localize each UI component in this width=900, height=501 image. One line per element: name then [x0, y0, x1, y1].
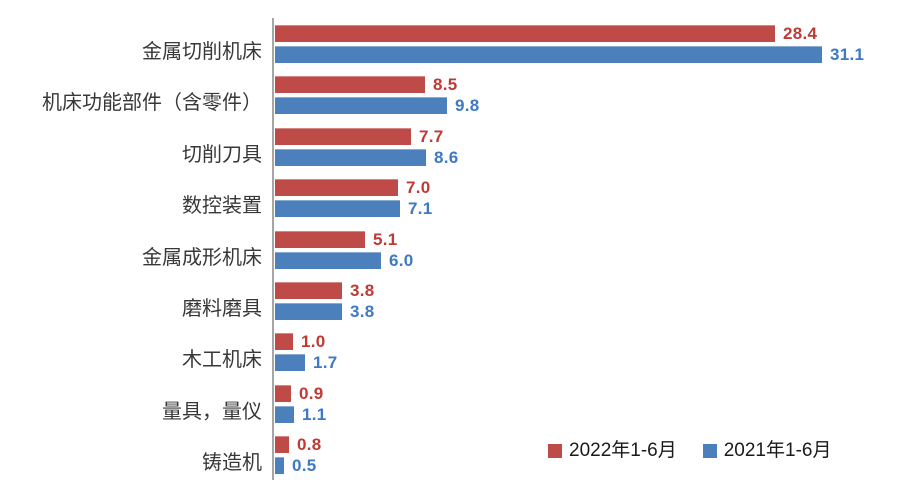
category-label-8: 铸造机 [202, 452, 262, 474]
bar-series-0-cat-5 [275, 282, 342, 299]
category-label-0: 金属切削机床 [142, 41, 262, 63]
value-label-series-0-cat-1: 8.5 [433, 75, 458, 94]
bar-series-0-cat-7 [275, 385, 291, 402]
legend-label-2022: 2022年1-6月 [569, 440, 677, 461]
value-label-series-0-cat-5: 3.8 [350, 281, 375, 300]
legend-swatch-2022-icon [548, 444, 562, 458]
value-label-series-0-cat-7: 0.9 [299, 384, 324, 403]
value-label-series-1-cat-8: 0.5 [292, 456, 317, 475]
bar-series-1-cat-8 [275, 457, 284, 474]
category-label-7: 量具，量仪 [162, 401, 262, 423]
value-label-series-1-cat-6: 1.7 [313, 353, 338, 372]
bar-series-0-cat-3 [275, 179, 398, 196]
legend-label-2021: 2021年1-6月 [723, 440, 832, 461]
value-label-series-0-cat-6: 1.0 [301, 332, 326, 351]
value-label-series-1-cat-1: 9.8 [455, 96, 480, 115]
category-label-6: 木工机床 [182, 349, 262, 371]
value-label-series-0-cat-8: 0.8 [297, 435, 322, 454]
category-label-1: 机床功能部件（含零件） [42, 92, 262, 114]
bar-series-0-cat-2 [275, 128, 411, 145]
value-label-series-0-cat-2: 7.7 [419, 127, 444, 146]
value-label-series-1-cat-3: 7.1 [408, 199, 433, 218]
category-label-5: 磨料磨具 [182, 298, 262, 320]
bar-series-1-cat-2 [275, 149, 426, 166]
bar-series-1-cat-1 [275, 97, 447, 114]
value-label-series-1-cat-7: 1.1 [302, 405, 327, 424]
bar-series-0-cat-6 [275, 333, 293, 350]
value-label-series-0-cat-3: 7.0 [406, 178, 431, 197]
category-label-4: 金属成形机床 [142, 247, 262, 269]
bar-series-0-cat-0 [275, 25, 775, 42]
category-label-3: 数控装置 [182, 195, 262, 217]
bar-series-1-cat-5 [275, 303, 342, 320]
legend-swatch-2021-icon [702, 444, 717, 458]
bar-series-1-cat-3 [275, 200, 400, 217]
bar-series-1-cat-4 [275, 252, 381, 269]
legend: 2022年1-6月 2021年1-6月 [548, 438, 831, 464]
bar-series-0-cat-1 [275, 76, 425, 93]
legend-item-2021: 2021年1-6月 [702, 439, 832, 463]
value-label-series-1-cat-4: 6.0 [389, 251, 414, 270]
bar-series-0-cat-4 [275, 231, 365, 248]
value-label-series-1-cat-5: 3.8 [350, 302, 375, 321]
bar-series-1-cat-0 [275, 46, 822, 63]
value-label-series-0-cat-4: 5.1 [373, 230, 398, 249]
legend-item-2022: 2022年1-6月 [548, 439, 677, 463]
category-label-2: 切削刀具 [182, 144, 262, 166]
bar-series-0-cat-8 [275, 436, 289, 453]
category-axis-line [272, 18, 274, 480]
bar-series-1-cat-7 [275, 406, 294, 423]
value-label-series-0-cat-0: 28.4 [783, 24, 818, 43]
value-label-series-1-cat-0: 31.1 [830, 45, 865, 64]
value-label-series-1-cat-2: 8.6 [434, 148, 459, 167]
bar-series-1-cat-6 [275, 354, 305, 371]
